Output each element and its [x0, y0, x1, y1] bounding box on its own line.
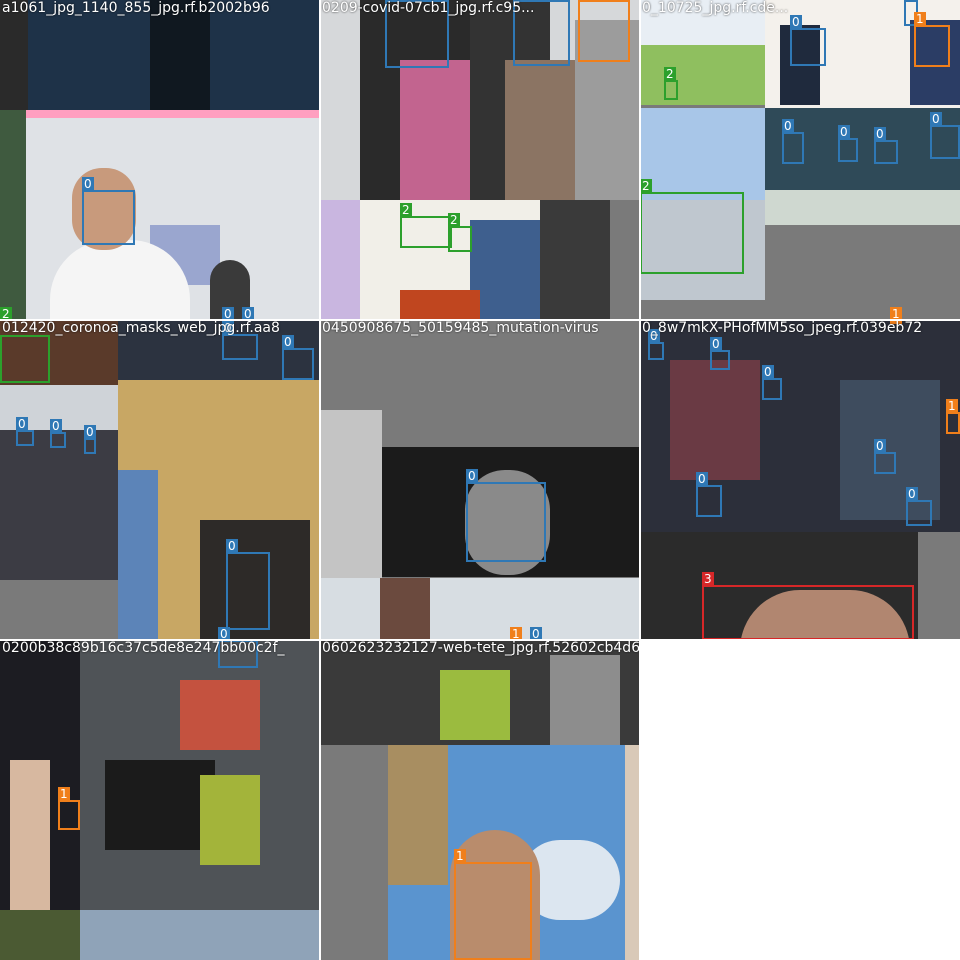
- detection-label: 0: [530, 627, 542, 640]
- tile-5: 0450908675_50159485_mutation-virus 0 1 0: [320, 320, 640, 640]
- detection-box: 0: [790, 15, 826, 66]
- detection-box: 0: [282, 335, 314, 380]
- tile-title: 0200b38c89b16c37c5de8e247bb00c2f_: [2, 640, 285, 656]
- tile-title: 0602623232127-web-tete_jpg.rf.52602cb4d6: [322, 640, 640, 656]
- detection-label: 0: [385, 0, 397, 1]
- detection-label: 0: [242, 307, 254, 320]
- detection-box: 0: [16, 417, 34, 446]
- detection-label: 0: [930, 112, 942, 126]
- detection-label: 0: [874, 127, 886, 141]
- tile-title: a1061_jpg_1140_855_jpg.rf.b2002b96: [2, 0, 270, 16]
- detection-box: 0: [906, 487, 932, 526]
- detection-label: 0: [226, 539, 238, 553]
- grid-divider: [0, 639, 960, 641]
- detection-label: 0: [466, 469, 478, 483]
- grid-divider: [0, 319, 960, 321]
- detection-box: 0: [50, 419, 66, 448]
- tile-title: 0_10725_jpg.rf.cde...: [642, 0, 789, 16]
- detection-label: 1: [914, 12, 926, 26]
- detection-box: 0: [84, 425, 96, 454]
- detection-box: 0: [874, 127, 898, 164]
- tile-8: 0602623232127-web-tete_jpg.rf.52602cb4d6…: [320, 640, 640, 960]
- detection-label: 0: [648, 329, 660, 343]
- detection-box: 2: [448, 213, 472, 252]
- detection-label: 1: [510, 627, 522, 640]
- detection-label: 1: [58, 787, 70, 801]
- tile-title: 0209-covid-07cb1_jpg.rf.c95...: [322, 0, 535, 16]
- detection-label: 0: [904, 0, 916, 1]
- detection-box: 0: [226, 539, 270, 630]
- detection-box: 0: [385, 0, 449, 68]
- detection-box: 0: [930, 112, 960, 159]
- detection-label: 0: [16, 417, 28, 431]
- detection-label: 0: [222, 321, 234, 335]
- detection-label: 0: [874, 439, 886, 453]
- detection-label: 0: [282, 335, 294, 349]
- detection-box: 0: [710, 337, 730, 370]
- detection-box: 1: [946, 399, 960, 434]
- detection-box: 0: [696, 472, 722, 517]
- detection-label: 0: [906, 487, 918, 501]
- detection-label: 3: [702, 572, 714, 586]
- detection-box: 0: [222, 321, 258, 360]
- detection-box: 2: [664, 67, 678, 100]
- detection-box: 3: [702, 572, 914, 640]
- tile-title: 0_8w7mkX-PHofMM5so_jpeg.rf.039eb72: [642, 320, 923, 336]
- detection-box: 0: [466, 469, 546, 562]
- detection-label: 0: [782, 119, 794, 133]
- detection-label: 0: [82, 177, 94, 191]
- detection-box: 1: [58, 787, 80, 830]
- detection-box: [0, 335, 50, 383]
- detection-label: 0: [218, 627, 230, 640]
- detection-box: 0: [782, 119, 804, 164]
- detection-box: 2: [400, 203, 452, 248]
- detection-label: 0: [222, 307, 234, 320]
- tile-6: 0_8w7mkX-PHofMM5so_jpeg.rf.039eb72 0 0 0…: [640, 320, 960, 640]
- detection-label: 1: [890, 307, 902, 320]
- detection-label: 1: [454, 849, 466, 863]
- detection-box: 0: [648, 329, 664, 360]
- grid-divider: [319, 0, 321, 960]
- detection-label: 0: [790, 15, 802, 29]
- detection-box: 0: [762, 365, 782, 400]
- detection-label: 0: [762, 365, 774, 379]
- detection-label: 0: [84, 425, 96, 439]
- detection-label: 2: [0, 307, 12, 320]
- detection-box: 0: [838, 125, 858, 162]
- grid-divider: [639, 0, 641, 960]
- detection-label: 0: [50, 419, 62, 433]
- detection-label: 1: [578, 0, 590, 1]
- detection-box: 1: [454, 849, 532, 960]
- detection-label: 0: [513, 0, 525, 1]
- detection-box: 1: [914, 12, 950, 67]
- detection-label: 0: [710, 337, 722, 351]
- detection-box: 2: [640, 179, 744, 274]
- detection-label: 2: [664, 67, 676, 81]
- tile-title: 012420_coronoa_masks_web_jpg.rf.aa8: [2, 320, 280, 336]
- detection-label: 2: [640, 179, 652, 193]
- detection-box: 0: [82, 177, 135, 245]
- tile-title: 0450908675_50159485_mutation-virus: [322, 320, 599, 336]
- detection-label: 0: [838, 125, 850, 139]
- tile-2: 0209-covid-07cb1_jpg.rf.c95... 0 0 1 2 2: [320, 0, 640, 320]
- tile-4: 012420_coronoa_masks_web_jpg.rf.aa8 0 0 …: [0, 320, 320, 640]
- detection-box: 0: [513, 0, 570, 66]
- detection-box: 0: [874, 439, 896, 474]
- detection-label: 1: [946, 399, 958, 413]
- tile-3: 0_10725_jpg.rf.cde... 2 0 0 1 0 0 0 0 2 …: [640, 0, 960, 320]
- tile-7: 0200b38c89b16c37c5de8e247bb00c2f_ 0 1: [0, 640, 320, 960]
- detection-label: 2: [448, 213, 460, 227]
- tile-1: a1061_jpg_1140_855_jpg.rf.b2002b96 0 0 0…: [0, 0, 320, 320]
- detection-label: 0: [696, 472, 708, 486]
- detection-label: 2: [400, 203, 412, 217]
- detection-box: 1: [578, 0, 630, 62]
